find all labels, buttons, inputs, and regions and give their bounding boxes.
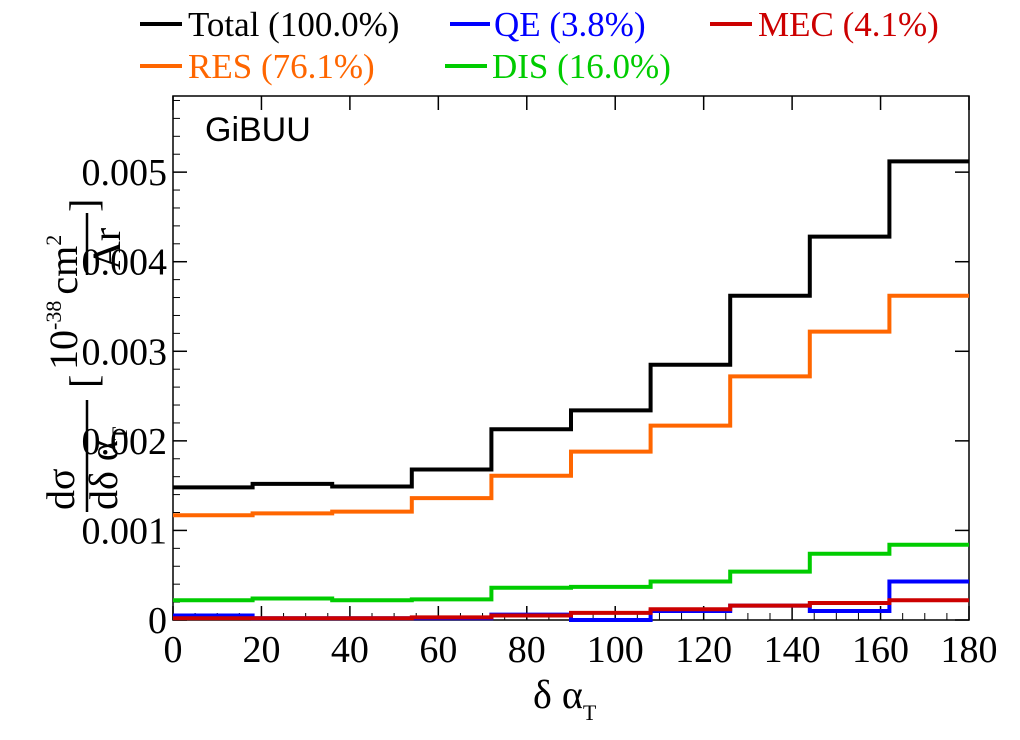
series-line-dis bbox=[173, 542, 969, 603]
legend-label-total: Total (100.0%) bbox=[188, 5, 399, 44]
y-axis-ticks: 0 0.001 0.002 0.003 0.004 0.005 bbox=[82, 99, 969, 642]
x-tick-label: 0 bbox=[164, 629, 183, 671]
y-axis-title-dalpha: dδ αT bbox=[81, 426, 132, 510]
y-axis-title-unit-exp: -38 bbox=[41, 301, 66, 330]
x-tick-label: 140 bbox=[764, 629, 821, 671]
x-tick-label: 60 bbox=[419, 629, 457, 671]
series-line-res bbox=[173, 293, 969, 518]
y-axis-title-unit-num-exp: 2 bbox=[41, 235, 66, 246]
legend-label-qe: QE (3.8%) bbox=[494, 5, 646, 44]
y-tick-label: 0 bbox=[148, 600, 167, 642]
legend-label-res: RES (76.1%) bbox=[188, 47, 375, 86]
series-line-total bbox=[173, 159, 969, 490]
x-axis-title: δ αT bbox=[533, 672, 597, 725]
y-axis-title-dalpha-sub: T bbox=[107, 426, 132, 440]
y-axis-title-dsigma: dσ bbox=[38, 468, 83, 510]
x-tick-label: 180 bbox=[941, 629, 998, 671]
y-axis-title-unit: 10-38 cm2 bbox=[41, 235, 86, 370]
chart-annotation: GiBUU bbox=[205, 111, 311, 149]
y-tick-label: 0.003 bbox=[82, 331, 168, 373]
x-tick-label: 80 bbox=[508, 629, 546, 671]
x-axis-ticks: 0 20 40 60 80 100 120 140 160 180 bbox=[164, 96, 998, 671]
y-tick-label: 0.001 bbox=[82, 510, 168, 552]
x-tick-label: 100 bbox=[587, 629, 644, 671]
x-axis-title-sub: T bbox=[583, 700, 597, 725]
legend-label-dis: DIS (16.0%) bbox=[492, 47, 671, 86]
x-tick-label: 120 bbox=[675, 629, 732, 671]
y-axis-title-unit-num: cm bbox=[41, 246, 86, 295]
legend-label-mec: MEC (4.1%) bbox=[758, 5, 939, 44]
y-axis-title: dσ dδ αT [ 10-38 cm2 Ar ] bbox=[38, 199, 132, 512]
y-axis-title-bracket-right: ] bbox=[61, 199, 106, 212]
x-tick-label: 20 bbox=[242, 629, 280, 671]
y-axis-title-dalpha-main: dδ α bbox=[81, 440, 126, 510]
y-tick-label: 0.004 bbox=[82, 242, 168, 284]
x-tick-label: 40 bbox=[331, 629, 369, 671]
y-axis-title-unit-pre: 10 bbox=[41, 330, 86, 370]
x-tick-label: 160 bbox=[852, 629, 909, 671]
y-axis-title-bracket-left: [ bbox=[61, 375, 106, 388]
x-axis-title-main: δ α bbox=[533, 672, 583, 717]
series-line-mec bbox=[173, 598, 969, 621]
plot-frame bbox=[172, 95, 970, 621]
series-layer bbox=[173, 159, 969, 622]
y-tick-label: 0.005 bbox=[82, 152, 168, 194]
y-tick-label: 0.002 bbox=[82, 421, 168, 463]
y-axis-title-unit-den: Ar bbox=[84, 228, 129, 270]
legend: Total (100.0%) QE (3.8%) MEC (4.1%) RES … bbox=[140, 5, 939, 86]
